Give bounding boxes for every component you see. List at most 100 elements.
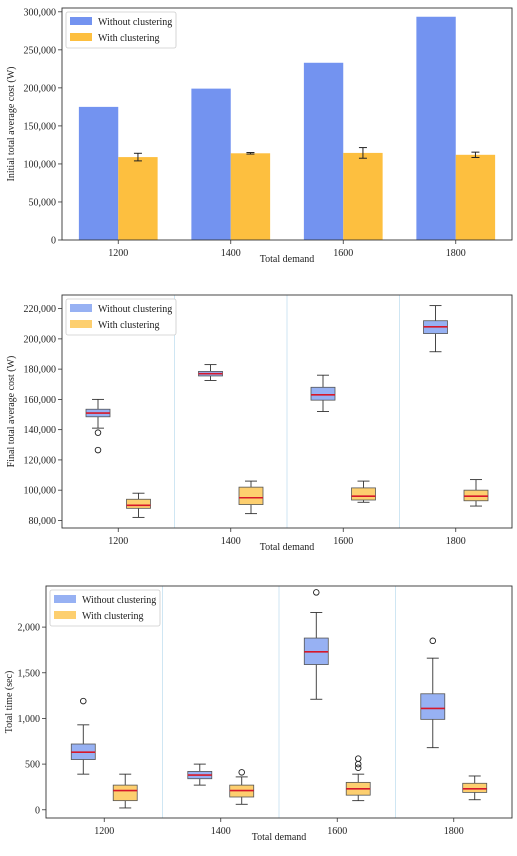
y-tick-label: 1,000 [18,714,41,725]
box-without-clustering [423,305,448,353]
outlier-point [429,637,437,645]
box-body [238,486,264,505]
box-without-clustering [70,697,96,775]
box-body [420,693,446,720]
outlier-point [354,755,362,762]
x-tick-label: 1600 [327,826,347,837]
box-with-clustering [463,479,489,507]
box-without-clustering [303,589,329,700]
outlier-point [94,429,102,436]
plot-frame [61,294,513,529]
x-tick-label: 1400 [221,536,241,547]
outlier-point [313,589,320,596]
y-tick-label: 180,000 [24,365,57,376]
y-tick-label: 200,000 [24,334,57,345]
y-tick-label: 0 [51,236,56,247]
legend-swatch-with-clustering [70,320,92,328]
box-body [462,782,488,793]
y-tick-label: 300,000 [24,7,57,18]
bar-with-clustering [343,152,383,240]
legend-swatch-with-clustering [70,33,92,41]
legend-label-with-clustering: With clustering [82,611,144,622]
x-tick-label: 1800 [446,536,466,547]
y-tick-label: 120,000 [24,455,57,466]
legend-box [65,11,177,49]
x-tick-label: 1600 [333,536,353,547]
y-tick-label: 2,000 [18,623,41,634]
box-body [310,386,336,401]
outlier-point [80,697,87,705]
y-axis-label: Initial total average cost (W) [6,67,17,182]
legend-box [49,589,161,627]
y-tick-label: 250,000 [24,45,57,56]
legend-swatch-without-clustering [70,304,92,312]
x-tick-label: 1200 [108,248,128,259]
box-with-clustering [462,775,488,801]
chart-panel-1: 0 50,000 100,000 150,000 200,000 250,000 300,0… [6,7,513,265]
bar-without-clustering [78,106,119,240]
bar-without-clustering [191,88,231,240]
y-axis-label: Total time (sec) [4,671,15,734]
x-tick-label: 1800 [446,248,466,259]
y-tick-label: 100,000 [24,486,57,497]
bar-without-clustering [303,62,344,240]
x-tick-label: 1200 [108,536,128,547]
y-tick-label: 160,000 [24,395,57,406]
legend-box [65,298,177,336]
box-without-clustering [420,637,446,749]
outlier-point [354,760,362,768]
box-body [112,784,138,802]
bar-with-clustering [230,153,271,240]
outlier-point [238,769,245,776]
legend-swatch-without-clustering [54,595,76,603]
box-with-clustering [351,480,376,503]
chart-panel-2: 80,000 100,000 120,000 140,000 160,000 180,00… [6,294,513,553]
y-axis-label: Final total average cost (W) [6,356,17,468]
bar-with-clustering [455,154,496,240]
x-tick-label: 1400 [221,248,241,259]
legend-label-with-clustering: With clustering [98,33,160,44]
box-without-clustering [187,763,213,786]
y-tick-label: 0 [35,805,40,816]
y-tick-label: 100,000 [24,159,57,170]
y-tick-label: 150,000 [24,121,57,132]
x-tick-label: 1200 [94,826,114,837]
legend-label-without-clustering: Without clustering [98,17,172,28]
bar-with-clustering [118,157,158,240]
box-body [351,487,376,501]
box-without-clustering [198,364,223,381]
y-tick-label: 200,000 [24,83,57,94]
x-axis-label: Total demand [252,832,307,843]
outlier-point [94,446,102,454]
box-with-clustering [112,773,138,809]
x-tick-label: 1600 [333,248,353,259]
chart-panel-3: 0 500 1,000 1,500 2,000 1200 1400 1600 1800 Total… [4,585,513,843]
legend-swatch-without-clustering [70,17,92,25]
box-without-clustering [310,374,336,412]
legend-label-with-clustering: With clustering [98,320,160,331]
box-without-clustering [85,398,111,454]
plot-frame [61,7,513,241]
y-tick-label: 140,000 [24,425,57,436]
plot-frame [45,585,513,819]
y-tick-label: 80,000 [29,516,57,527]
y-tick-label: 500 [25,760,40,771]
box-with-clustering [238,480,264,515]
x-tick-label: 1800 [444,826,464,837]
outlier-point [354,764,362,772]
legend-swatch-with-clustering [54,611,76,619]
box-with-clustering [345,755,371,802]
box-with-clustering [126,492,151,518]
legend-label-without-clustering: Without clustering [82,595,156,606]
y-tick-label: 220,000 [24,304,57,315]
x-tick-label: 1400 [211,826,231,837]
y-tick-label: 50,000 [29,197,57,208]
box-with-clustering [229,769,255,805]
x-axis-label: Total demand [260,254,315,265]
bar-without-clustering [416,16,456,240]
legend-label-without-clustering: Without clustering [98,304,172,315]
x-axis-label: Total demand [260,542,315,553]
y-tick-label: 1,500 [18,668,41,679]
